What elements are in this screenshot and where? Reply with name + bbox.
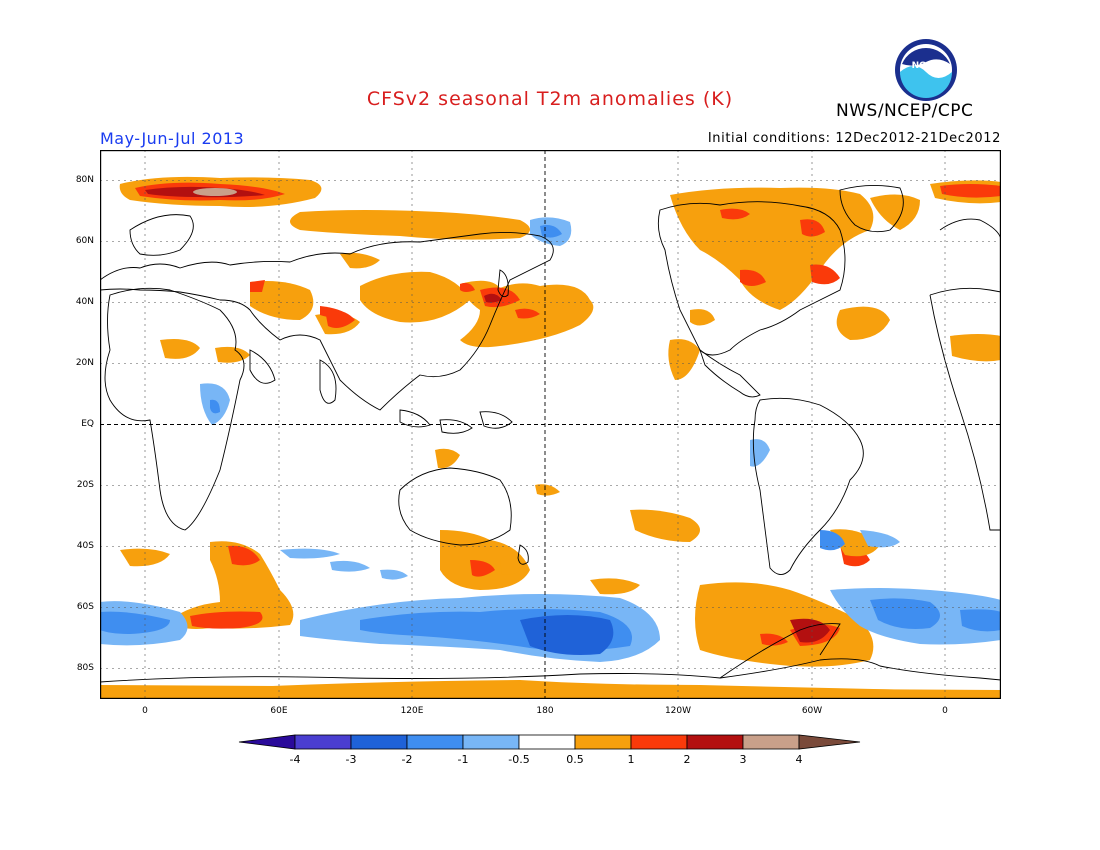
coastlines (100, 185, 1001, 683)
colorbar-swatch (406, 734, 464, 750)
map-title: CFSv2 seasonal T2m anomalies (K) (366, 88, 734, 110)
colorbar-swatch (350, 734, 408, 750)
lat-label: 20N (75, 358, 94, 368)
anomaly-map (100, 150, 1001, 699)
map-frame (100, 150, 1001, 699)
colorbar-label: -1 (457, 753, 469, 766)
colorbar-label: 0.5 (566, 753, 584, 766)
season-label: May-Jun-Jul 2013 (100, 129, 245, 148)
warm-region-siberia (290, 210, 530, 240)
colorbar-swatch (462, 734, 520, 750)
colorbar-swatch (742, 734, 800, 750)
lat-label: 20S (76, 480, 94, 490)
noaa-logo-text: NOAA (912, 61, 941, 71)
lon-label: 180 (536, 706, 554, 716)
colorbar-swatch (798, 734, 861, 750)
organization-label: NWS/NCEP/CPC (836, 101, 974, 121)
warm-region-south-indian-ocean (170, 541, 294, 629)
lon-label: 120W (664, 706, 692, 716)
colorbar (238, 734, 861, 750)
lon-label: 60W (801, 706, 823, 716)
lon-label: 60E (270, 706, 288, 716)
lon-label: 120E (400, 706, 424, 716)
colorbar-swatch (294, 734, 352, 750)
colorbar-swatch (630, 734, 688, 750)
lat-label: 60N (75, 236, 94, 246)
warm-region-north-america (670, 187, 874, 310)
initial-conditions-label: Initial conditions: 12Dec2012-21Dec2012 (707, 131, 1001, 146)
colorbar-label: -3 (345, 753, 357, 766)
lon-label: 0 (942, 706, 948, 716)
colorbar-swatch (686, 734, 744, 750)
lat-label: 80S (76, 663, 94, 673)
warm-region-antarctic-west (100, 680, 1001, 699)
noaa-logo: NOAA (895, 39, 957, 101)
lat-label: EQ (81, 419, 94, 429)
lon-label: 0 (142, 706, 148, 716)
lat-label: 40N (75, 297, 94, 307)
colorbar-swatch (574, 734, 632, 750)
lat-label: 60S (76, 602, 94, 612)
cool-region-ross-sea (520, 615, 614, 655)
colorbar-label: 3 (739, 753, 747, 766)
colorbar-label: -0.5 (508, 753, 530, 766)
colorbar-label: 1 (627, 753, 635, 766)
colorbar-label: -4 (289, 753, 301, 766)
graticule (100, 150, 1001, 699)
colorbar-swatch (518, 734, 576, 750)
colorbar-swatch (238, 734, 296, 750)
lat-label: 40S (76, 541, 94, 551)
colorbar-label: -2 (401, 753, 413, 766)
colorbar-label: 4 (795, 753, 803, 766)
lat-label: 80N (75, 175, 94, 185)
warm-region-south-pacific (695, 582, 874, 667)
colorbar-label: 2 (683, 753, 691, 766)
